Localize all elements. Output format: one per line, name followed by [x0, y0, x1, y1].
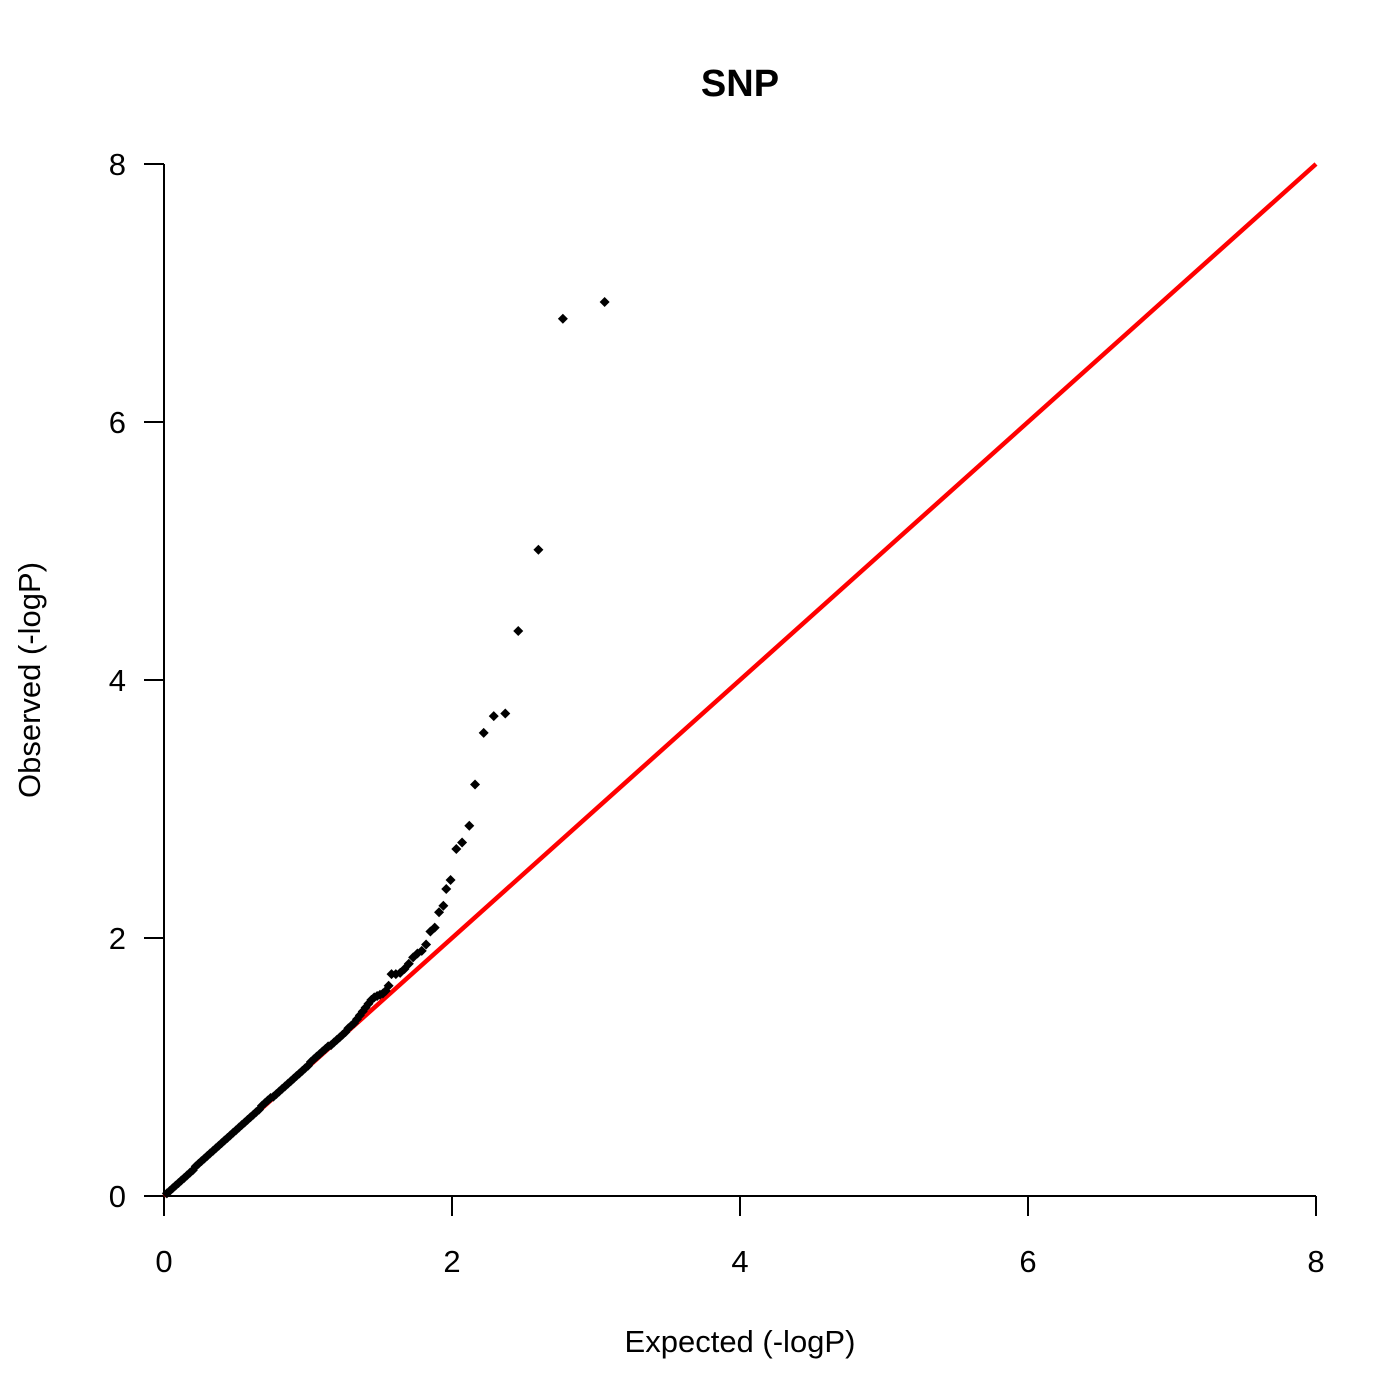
data-point — [599, 297, 610, 308]
x-tick-label: 6 — [1019, 1244, 1036, 1279]
y-tick-label: 0 — [109, 1179, 126, 1214]
data-point — [429, 922, 440, 933]
x-axis: 0 2 4 6 8 — [155, 1195, 1325, 1279]
data-point — [445, 874, 456, 885]
y-axis: 0 2 4 6 8 — [109, 147, 165, 1214]
data-point — [416, 945, 427, 956]
data-point — [533, 544, 544, 555]
data-points — [161, 297, 610, 1199]
y-tick-label: 6 — [109, 405, 126, 440]
data-point — [470, 779, 481, 790]
data-point — [403, 958, 414, 969]
data-point — [434, 907, 445, 918]
data-point — [383, 980, 394, 991]
data-point — [451, 843, 462, 854]
data-point — [457, 837, 468, 848]
x-axis-label: Expected (-logP) — [625, 1324, 856, 1359]
y-tick-label: 2 — [109, 921, 126, 956]
x-tick-label: 4 — [731, 1244, 748, 1279]
x-tick-label: 0 — [155, 1244, 172, 1279]
y-tick-label: 8 — [109, 147, 126, 182]
x-tick-label: 8 — [1307, 1244, 1324, 1279]
data-point — [421, 939, 432, 950]
data-point — [441, 883, 452, 894]
data-point — [478, 727, 489, 738]
y-axis-label: Observed (-logP) — [12, 562, 47, 798]
x-tick-label: 2 — [443, 1244, 460, 1279]
y-tick-label: 4 — [109, 663, 126, 698]
data-point — [513, 625, 524, 636]
data-point — [500, 708, 511, 719]
chart-title: SNP — [701, 63, 779, 105]
data-point — [557, 313, 568, 324]
data-point — [488, 711, 499, 722]
data-point — [438, 900, 449, 911]
data-point — [464, 820, 475, 831]
